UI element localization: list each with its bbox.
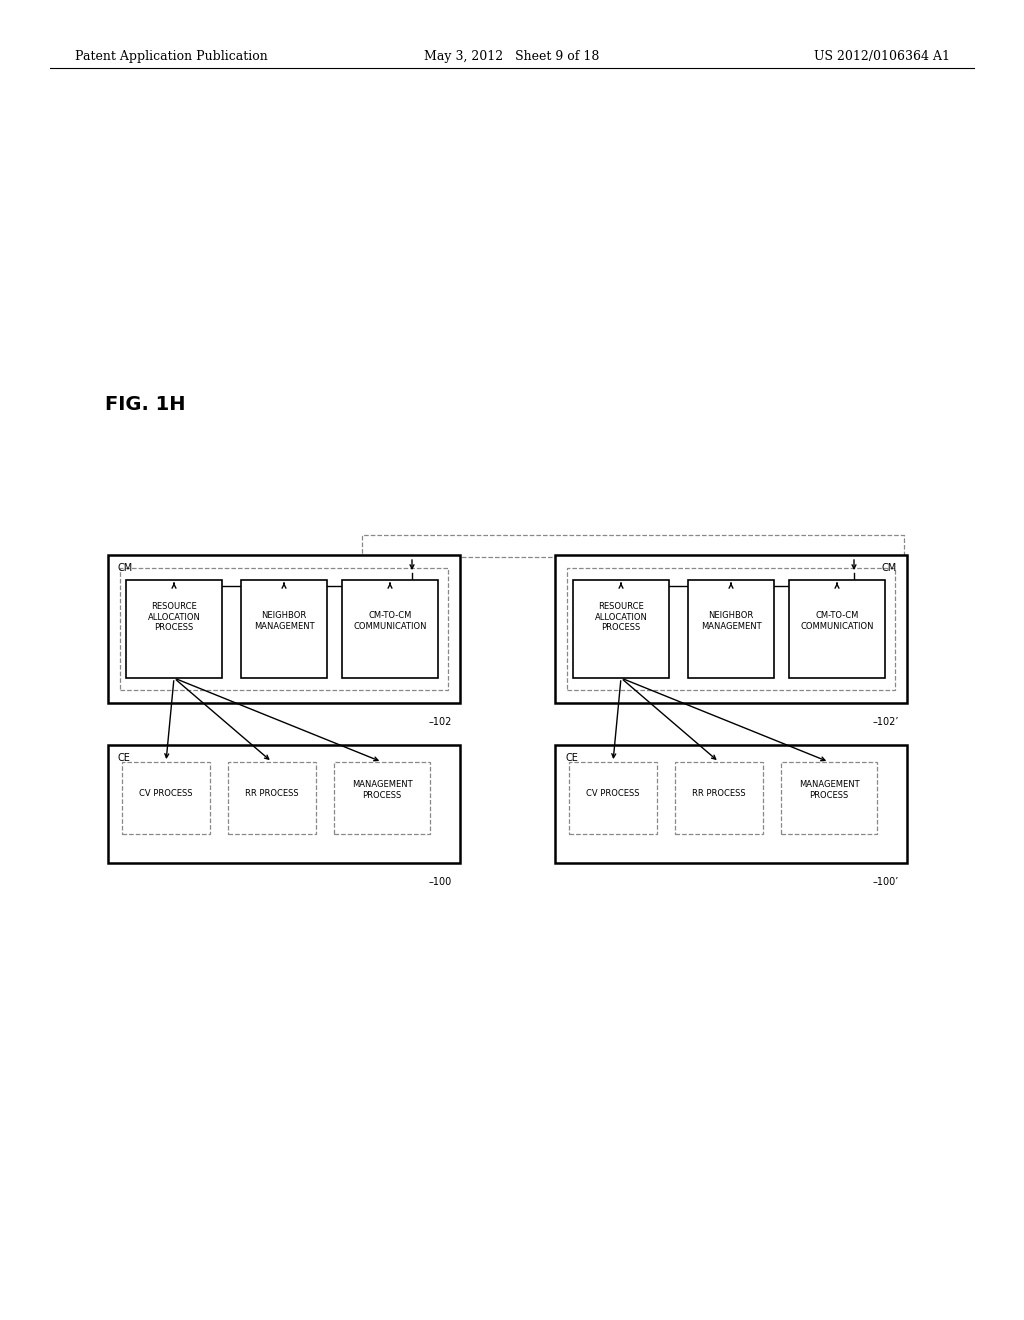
Text: NEIGHBOR
MANAGEMENT: NEIGHBOR MANAGEMENT: [254, 611, 314, 631]
Bar: [362, 535, 904, 557]
Bar: [241, 579, 327, 678]
Bar: [120, 568, 449, 690]
Bar: [675, 762, 763, 834]
Text: RESOURCE
ALLOCATION
PROCESS: RESOURCE ALLOCATION PROCESS: [147, 602, 201, 632]
Text: RR PROCESS: RR PROCESS: [245, 788, 299, 797]
Bar: [342, 579, 438, 678]
Bar: [228, 762, 316, 834]
Bar: [573, 579, 669, 678]
Text: CE: CE: [118, 752, 131, 763]
Text: MANAGEMENT
PROCESS: MANAGEMENT PROCESS: [351, 780, 413, 800]
Bar: [555, 554, 907, 704]
Text: –100’: –100’: [872, 876, 899, 887]
Text: FIG. 1H: FIG. 1H: [105, 395, 185, 414]
Text: CV PROCESS: CV PROCESS: [139, 788, 193, 797]
Bar: [122, 762, 210, 834]
Text: –102’: –102’: [872, 717, 899, 727]
Text: –100: –100: [429, 876, 452, 887]
Bar: [688, 579, 774, 678]
Bar: [334, 762, 430, 834]
Text: CM-TO-CM
COMMUNICATION: CM-TO-CM COMMUNICATION: [353, 611, 427, 631]
Text: CM: CM: [118, 564, 133, 573]
Bar: [108, 744, 460, 863]
Text: NEIGHBOR
MANAGEMENT: NEIGHBOR MANAGEMENT: [700, 611, 761, 631]
Text: May 3, 2012   Sheet 9 of 18: May 3, 2012 Sheet 9 of 18: [424, 50, 600, 63]
Text: CV PROCESS: CV PROCESS: [587, 788, 640, 797]
Text: –102: –102: [429, 717, 452, 727]
Text: MANAGEMENT
PROCESS: MANAGEMENT PROCESS: [799, 780, 859, 800]
Bar: [781, 762, 877, 834]
Text: CE: CE: [565, 752, 578, 763]
Text: RR PROCESS: RR PROCESS: [692, 788, 745, 797]
Text: CM: CM: [882, 564, 897, 573]
Bar: [569, 762, 657, 834]
Bar: [567, 568, 895, 690]
Text: Patent Application Publication: Patent Application Publication: [75, 50, 267, 63]
Text: US 2012/0106364 A1: US 2012/0106364 A1: [814, 50, 950, 63]
Bar: [126, 579, 222, 678]
Bar: [790, 579, 885, 678]
Text: CM-TO-CM
COMMUNICATION: CM-TO-CM COMMUNICATION: [800, 611, 873, 631]
Text: RESOURCE
ALLOCATION
PROCESS: RESOURCE ALLOCATION PROCESS: [595, 602, 647, 632]
Bar: [108, 554, 460, 704]
Bar: [555, 744, 907, 863]
